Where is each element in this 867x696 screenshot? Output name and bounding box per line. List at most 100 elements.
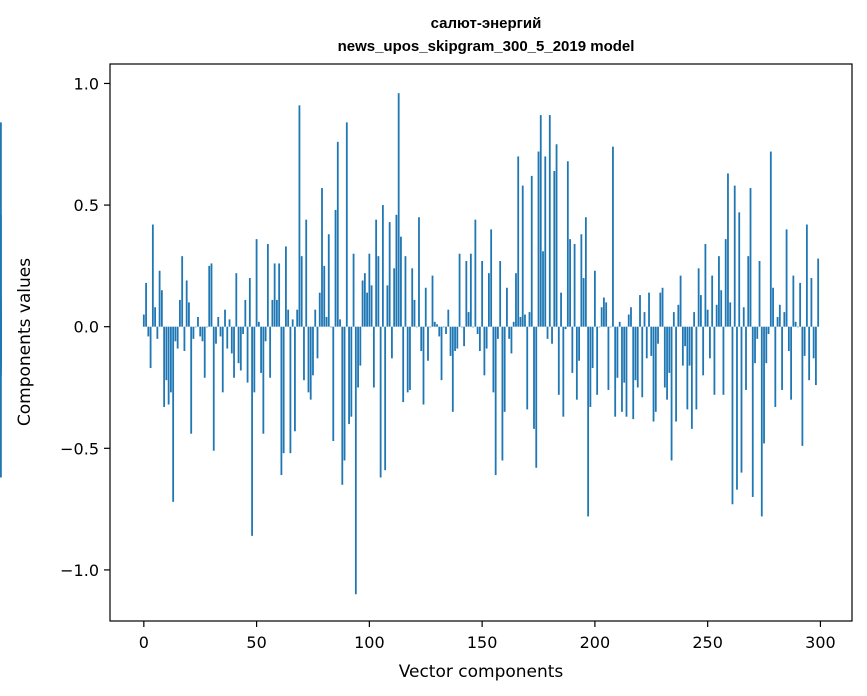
bar-227: [654, 326, 657, 412]
bar-273: [758, 261, 761, 327]
bar-266: [742, 307, 745, 327]
bar-24: [197, 316, 199, 327]
bar-239: [681, 326, 684, 366]
bar-170: [526, 326, 529, 410]
bar-86: [336, 141, 339, 327]
x-tick-label: 200: [580, 633, 611, 652]
bar-8: [160, 290, 163, 327]
bar-122: [418, 217, 420, 327]
bar-290: [796, 326, 799, 328]
bar-206: [607, 326, 610, 390]
bar-185: [560, 292, 562, 327]
bar-179: [546, 326, 549, 339]
bar-38: [228, 319, 231, 327]
bar-47: [248, 278, 251, 327]
bar-6: [156, 326, 159, 339]
bar-183: [555, 144, 558, 327]
bar-152: [485, 326, 488, 349]
bar-223: [645, 326, 648, 359]
bar-15: [176, 326, 179, 349]
bar-260: [729, 302, 732, 327]
bar-74: [309, 326, 312, 400]
bar-95: [357, 326, 359, 388]
bar-68: [296, 309, 299, 327]
bar-11: [167, 326, 170, 405]
bar-108: [386, 285, 389, 327]
bar-137: [451, 326, 454, 412]
bar-197: [587, 326, 590, 517]
bar-106: [381, 205, 384, 327]
bar-128: [431, 275, 434, 327]
bar-196: [584, 217, 587, 327]
bar-4: [151, 224, 154, 327]
bar-31: [212, 326, 215, 451]
bar-81: [325, 316, 328, 327]
bar-141: [460, 326, 463, 328]
bar-43: [239, 326, 242, 371]
bar-276: [765, 326, 768, 364]
bar-218: [634, 326, 637, 381]
bar-244: [693, 312, 696, 327]
bar-83: [330, 326, 332, 328]
chart-subtitle: news_upos_skipgram_300_5_2019 model: [338, 38, 635, 55]
bar-241: [686, 326, 689, 410]
bar-46: [246, 326, 249, 383]
bar-145: [469, 253, 472, 327]
bar-171: [528, 312, 531, 327]
bar-101: [370, 285, 373, 327]
bar-146: [472, 326, 474, 328]
bar-50: [255, 239, 258, 327]
bar-94: [354, 326, 357, 595]
bar-80: [323, 265, 326, 327]
chart-title: салют-энергий: [431, 15, 542, 32]
bar-148: [476, 326, 479, 334]
bar-121: [415, 326, 418, 328]
bar-289: [794, 321, 797, 327]
bar-63: [285, 246, 287, 327]
bar-147: [474, 219, 477, 327]
bar-243: [690, 326, 693, 429]
bar-161: [506, 287, 508, 327]
bar-219: [636, 326, 639, 388]
bar-190: [571, 326, 574, 373]
bar-207: [609, 326, 612, 328]
bar-71: [303, 326, 305, 381]
bar-295: [808, 326, 811, 381]
bar-299: [817, 258, 820, 327]
bar-9: [163, 326, 166, 407]
bar-25: [199, 326, 202, 337]
bar-205: [605, 302, 608, 327]
bar-248: [702, 326, 705, 376]
bar-117: [406, 326, 409, 393]
bar-118: [409, 326, 411, 390]
bar-34: [219, 326, 222, 337]
bar-131: [438, 326, 441, 337]
bar-143: [465, 261, 468, 327]
bar-52: [260, 326, 262, 373]
bar-60: [278, 263, 281, 327]
bar-96: [359, 326, 362, 366]
bar-169: [524, 314, 526, 327]
bar-112: [395, 214, 398, 327]
bar-110: [391, 326, 393, 359]
bar-265: [740, 326, 743, 473]
bar-263: [736, 326, 738, 490]
bar-178: [544, 156, 547, 327]
bar-201: [596, 326, 599, 395]
bar-67: [294, 326, 296, 432]
bar-262: [733, 185, 736, 327]
bar-66: [291, 319, 294, 327]
bar-168: [521, 185, 524, 327]
bar-series: [0, 93, 820, 595]
bar-62: [282, 326, 285, 454]
x-tick-label: 250: [692, 633, 723, 652]
y-tick-label: −0.5: [60, 439, 99, 458]
bar-251: [709, 326, 711, 359]
y-axis-ticks: −1.0 −0.5 0.0 0.5 1.0: [60, 74, 110, 580]
bar-41: [235, 273, 238, 327]
bar-215: [627, 314, 630, 327]
bar-281: [776, 316, 779, 327]
bar-164: [512, 321, 515, 327]
bar-309: [0, 326, 2, 364]
bar-97: [361, 280, 364, 327]
